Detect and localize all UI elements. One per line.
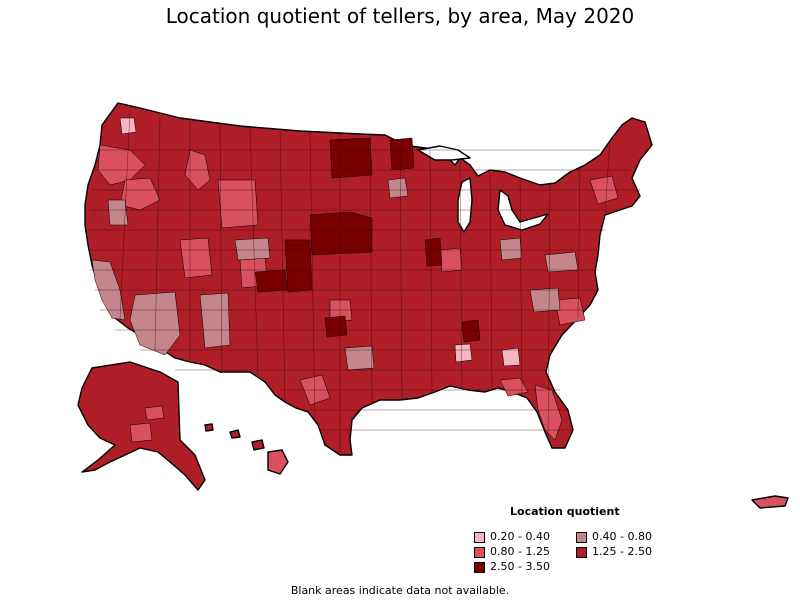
legend-swatch (576, 531, 587, 543)
legend-title: Location quotient (510, 505, 620, 518)
alaska-mid-patch (129, 422, 153, 443)
legend-label: 0.20 - 0.40 (490, 530, 550, 543)
region-north-carolina-low (529, 287, 561, 313)
region-nevada-low (107, 199, 129, 226)
legend-swatch (576, 546, 587, 558)
region-georgia-very-low (501, 347, 521, 367)
legend-label: 0.80 - 1.25 (490, 545, 550, 558)
legend-label: 2.50 - 3.50 (490, 560, 550, 573)
region-oklahoma-very-high (324, 315, 348, 338)
map-footnote: Blank areas indicate data not available. (290, 584, 510, 597)
region-alabama-very-low (454, 343, 473, 363)
legend-item-0-20-0-40: 0.20 - 0.40 (474, 531, 550, 545)
hawaii-kauai (204, 423, 214, 432)
region-illinois-very-high (424, 237, 443, 267)
region-southeast-mid (499, 377, 529, 397)
region-mississippi-very-high (461, 319, 481, 343)
region-oklahoma-mid (329, 299, 353, 323)
region-kansas-very-high (254, 269, 288, 293)
region-arizona-low (129, 291, 181, 356)
region-nebraska-very-high (309, 211, 373, 256)
region-carolinas-mid (554, 297, 586, 326)
legend-item-2-50-3-50: 2.50 - 3.50 (474, 561, 550, 575)
region-new-mexico-low (199, 292, 231, 349)
legend-label: 0.40 - 0.80 (592, 530, 652, 543)
region-utah-mid (179, 237, 213, 279)
legend-item-0-40-0-80: 0.40 - 0.80 (576, 531, 652, 545)
lake-superior (417, 145, 471, 161)
county-boundaries (88, 109, 640, 452)
puerto-rico-region (751, 495, 789, 509)
legend-swatch (474, 561, 485, 573)
hawaii-big-island (267, 449, 289, 475)
map-title: Location quotient of tellers, by area, M… (165, 4, 635, 28)
region-midwest-mid (439, 247, 463, 273)
region-washington-very-low (119, 117, 137, 135)
region-colorado-low (234, 237, 271, 261)
legend-item-1-25-2-50: 1.25 - 2.50 (576, 546, 652, 560)
legend-swatch (474, 546, 485, 558)
legend-label: 1.25 - 2.50 (592, 545, 652, 558)
legend-swatch (474, 531, 485, 543)
great-lakes-michigan-lake (457, 177, 473, 233)
hawaii-oahu (229, 429, 241, 439)
hawaii-maui (251, 439, 265, 451)
region-colorado-very-high (284, 239, 313, 293)
region-michigan-low (387, 177, 409, 199)
region-minnesota-very-high (389, 137, 415, 171)
region-north-dakota-very-high (329, 137, 373, 179)
lake-huron-erie (497, 189, 549, 231)
alaska-mid-patch-2 (144, 405, 165, 421)
region-arkansas-low (344, 345, 375, 371)
legend-item-0-80-1-25: 0.80 - 1.25 (474, 546, 550, 560)
region-ohio-low (499, 237, 523, 261)
region-virginia-low (544, 251, 579, 273)
